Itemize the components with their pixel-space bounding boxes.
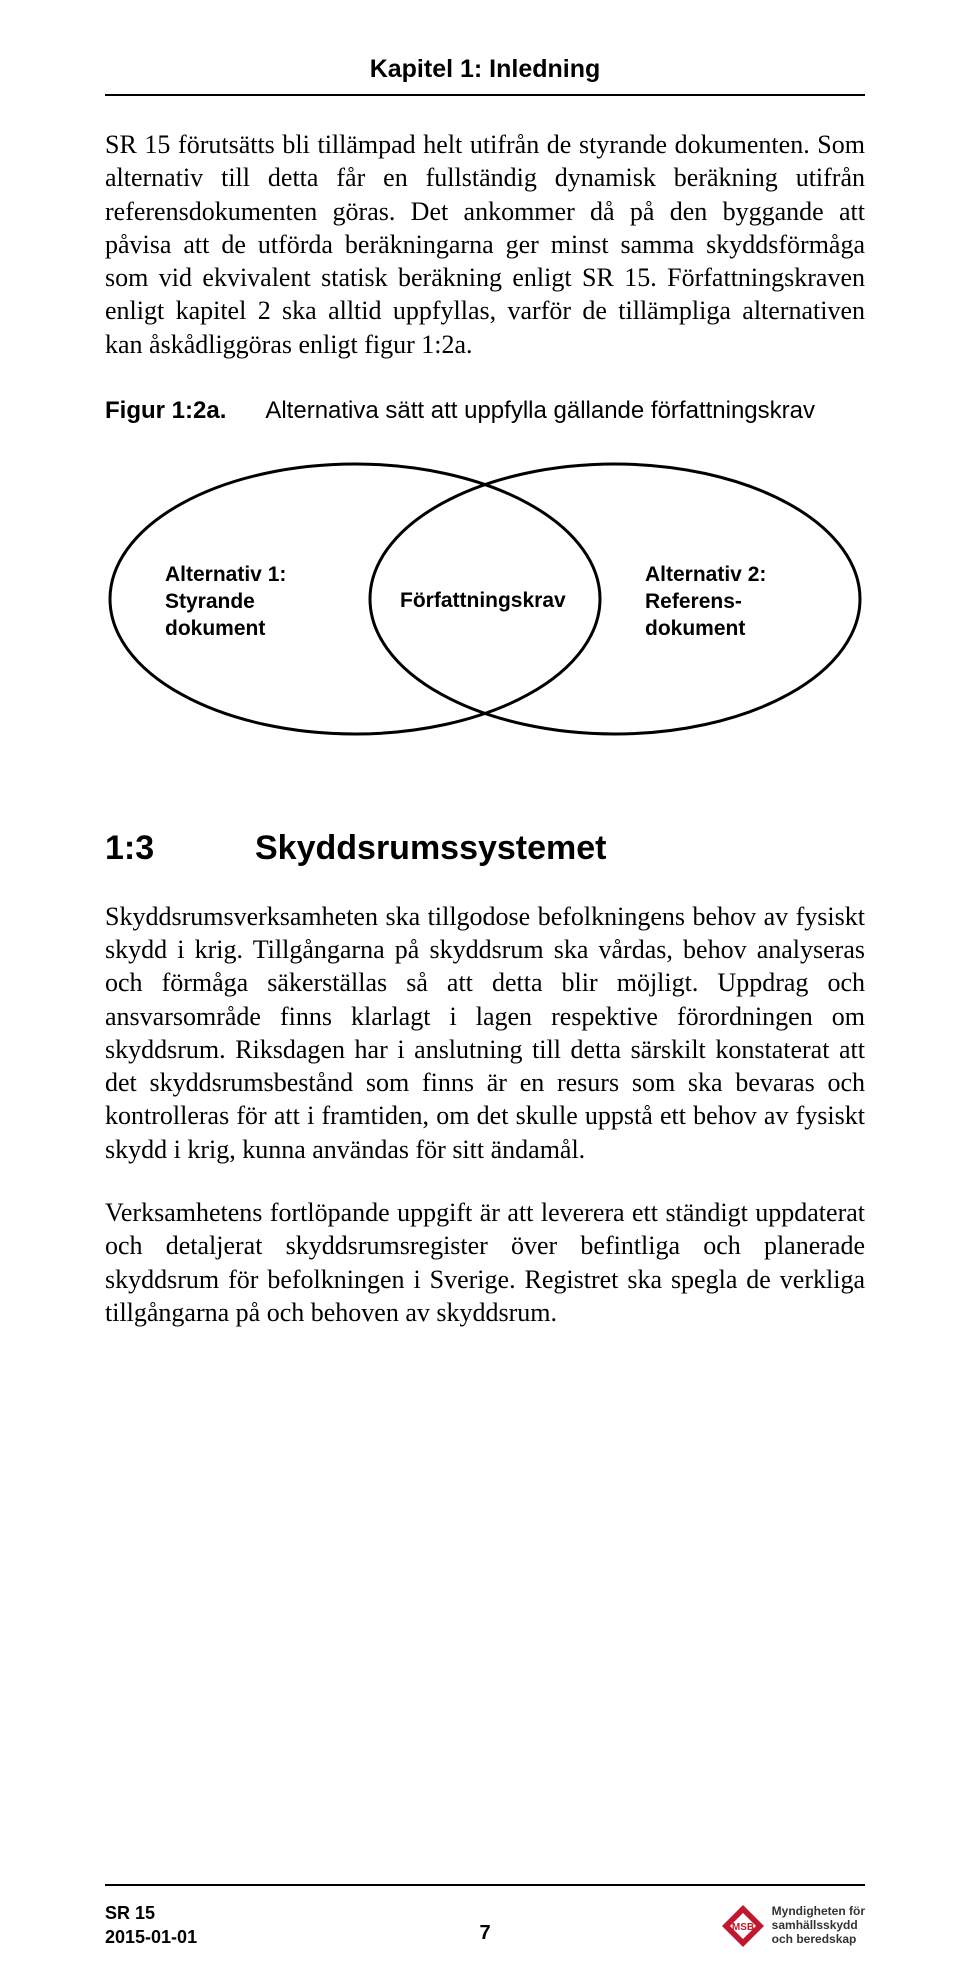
intro-paragraph: SR 15 förutsätts bli tillämpad helt utif… xyxy=(105,128,865,361)
figure-label: Figur 1:2a. xyxy=(105,397,260,425)
section-paragraph-2: Verksamhetens fortlöpande uppgift är att… xyxy=(105,1196,865,1329)
venn-left-label: Alternativ 1: Styrande dokument xyxy=(165,561,286,643)
venn-right-label: Alternativ 2: Referens- dokument xyxy=(645,561,766,643)
figure-caption: Alternativa sätt att uppfylla gällande f… xyxy=(265,397,815,424)
page-footer: SR 15 2015-01-01 7 MSB Myndigheten för s… xyxy=(105,1902,865,1949)
chapter-header: Kapitel 1: Inledning xyxy=(105,55,865,84)
section-title: Skyddsrumssystemet xyxy=(255,829,607,868)
footer-right: MSB Myndigheten för samhällsskydd och be… xyxy=(720,1903,865,1949)
section-number: 1:3 xyxy=(105,829,255,868)
section-heading: 1:3 Skyddsrumssystemet xyxy=(105,829,865,868)
footer-sr: SR 15 xyxy=(105,1903,155,1923)
venn-center-label: Författningskrav xyxy=(400,587,566,614)
footer-rule xyxy=(105,1884,865,1886)
msb-logo-icon: MSB xyxy=(720,1903,766,1949)
svg-text:MSB: MSB xyxy=(732,1922,754,1933)
figure-caption-row: Figur 1:2a. Alternativa sätt att uppfyll… xyxy=(105,397,865,425)
header-rule xyxy=(105,94,865,96)
venn-diagram: Alternativ 1: Styrande dokument Författn… xyxy=(105,449,865,749)
section-paragraph-1: Skyddsrumsverksamheten ska tillgodose be… xyxy=(105,900,865,1166)
agency-name: Myndigheten för samhällsskydd och bereds… xyxy=(772,1905,865,1946)
